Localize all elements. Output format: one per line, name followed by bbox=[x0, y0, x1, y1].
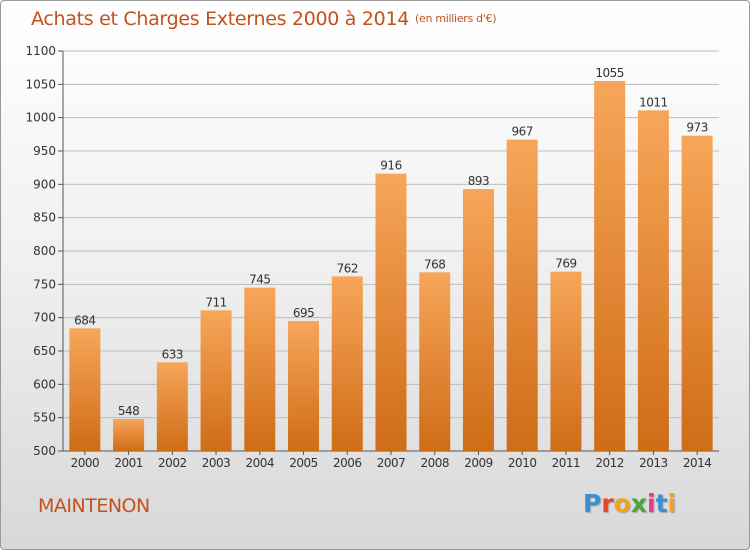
bar-2006 bbox=[331, 276, 363, 451]
title-text: Achats et Charges Externes 2000 à 2014 bbox=[31, 8, 410, 30]
y-tick-labels: 500 550 600 650 700 750 800 850 900 950 1000 1050 11… bbox=[25, 44, 56, 458]
data-labels: 684 548 633 711 745 695 762 916 768 893 967 769 1055… bbox=[74, 66, 708, 418]
y-tick-label: 500 bbox=[33, 444, 56, 458]
data-label-2011: 769 bbox=[555, 257, 576, 271]
logo-letter: x bbox=[630, 489, 647, 518]
bar-2000 bbox=[69, 328, 101, 451]
y-tick-label: 950 bbox=[33, 144, 56, 158]
chart-title: Achats et Charges Externes 2000 à 2014 (e… bbox=[31, 8, 497, 30]
x-tick-label-2000: 2000 bbox=[71, 456, 100, 470]
bar-2011 bbox=[550, 271, 582, 451]
y-tick-label: 1000 bbox=[25, 111, 56, 125]
unit-label: (en milliers d'€) bbox=[415, 12, 497, 25]
bar-2012 bbox=[594, 81, 626, 451]
bars bbox=[69, 81, 713, 451]
proxiti-logo[interactable]: Proxiti bbox=[583, 489, 676, 518]
logo-letter: o bbox=[613, 489, 631, 518]
data-label-2007: 916 bbox=[380, 159, 401, 173]
x-tick-label-2008: 2008 bbox=[420, 456, 449, 470]
data-label-2001: 548 bbox=[118, 404, 139, 418]
bar-2010 bbox=[506, 139, 538, 451]
bar-2002 bbox=[156, 362, 188, 451]
logo-letter: i bbox=[647, 489, 656, 518]
data-label-2009: 893 bbox=[468, 174, 489, 188]
x-tick-labels: 2000 2001 2002 2003 2004 2005 2006 2007 2008 2009… bbox=[71, 456, 712, 470]
bar-2009 bbox=[462, 189, 494, 451]
commune-name: MAINTENON bbox=[38, 495, 150, 517]
x-tick-label-2005: 2005 bbox=[289, 456, 318, 470]
y-tick-label: 650 bbox=[33, 344, 56, 358]
x-tick-label-2011: 2011 bbox=[552, 456, 581, 470]
logo-letter: P bbox=[583, 489, 602, 518]
x-tick-label-2007: 2007 bbox=[377, 456, 406, 470]
y-tick-label: 600 bbox=[33, 377, 56, 391]
x-tick-label-2013: 2013 bbox=[639, 456, 668, 470]
data-label-2010: 967 bbox=[511, 125, 532, 139]
y-tick-label: 550 bbox=[33, 411, 56, 425]
data-label-2013: 1011 bbox=[639, 95, 668, 109]
x-tick-label-2003: 2003 bbox=[202, 456, 231, 470]
bar-2007 bbox=[375, 173, 407, 451]
y-tick-label: 700 bbox=[33, 311, 56, 325]
x-tick-label-2002: 2002 bbox=[158, 456, 187, 470]
data-label-2006: 762 bbox=[337, 261, 358, 275]
bar-2003 bbox=[200, 310, 232, 451]
x-tick-label-2014: 2014 bbox=[683, 456, 712, 470]
logo-letter: t bbox=[655, 489, 668, 518]
y-tick-label: 900 bbox=[33, 177, 56, 191]
x-tick-label-2006: 2006 bbox=[333, 456, 362, 470]
x-tick-label-2010: 2010 bbox=[508, 456, 537, 470]
y-tick-label: 850 bbox=[33, 211, 56, 225]
data-label-2004: 745 bbox=[249, 273, 270, 287]
data-label-2008: 768 bbox=[424, 257, 445, 271]
bar-2001 bbox=[113, 419, 145, 451]
y-tick-label: 800 bbox=[33, 244, 56, 258]
data-label-2012: 1055 bbox=[595, 66, 624, 80]
y-tick-label: 750 bbox=[33, 277, 56, 291]
logo-letter: i bbox=[667, 489, 677, 518]
data-label-2003: 711 bbox=[205, 295, 226, 309]
bar-2014 bbox=[681, 135, 713, 451]
data-label-2000: 684 bbox=[74, 313, 95, 327]
x-tick-label-2001: 2001 bbox=[114, 456, 143, 470]
x-tick-label-2004: 2004 bbox=[246, 456, 275, 470]
x-tick-label-2009: 2009 bbox=[464, 456, 493, 470]
data-label-2014: 973 bbox=[686, 121, 707, 135]
logo-letter: r bbox=[601, 489, 614, 518]
data-label-2005: 695 bbox=[293, 306, 314, 320]
x-tick-label-2012: 2012 bbox=[595, 456, 624, 470]
bar-2008 bbox=[419, 272, 451, 451]
data-label-2002: 633 bbox=[162, 347, 183, 361]
y-tick-label: 1050 bbox=[25, 77, 56, 91]
y-tick-label: 1100 bbox=[25, 44, 56, 58]
bar-2013 bbox=[637, 110, 669, 451]
bar-2004 bbox=[244, 287, 276, 451]
bar-2005 bbox=[288, 321, 320, 451]
